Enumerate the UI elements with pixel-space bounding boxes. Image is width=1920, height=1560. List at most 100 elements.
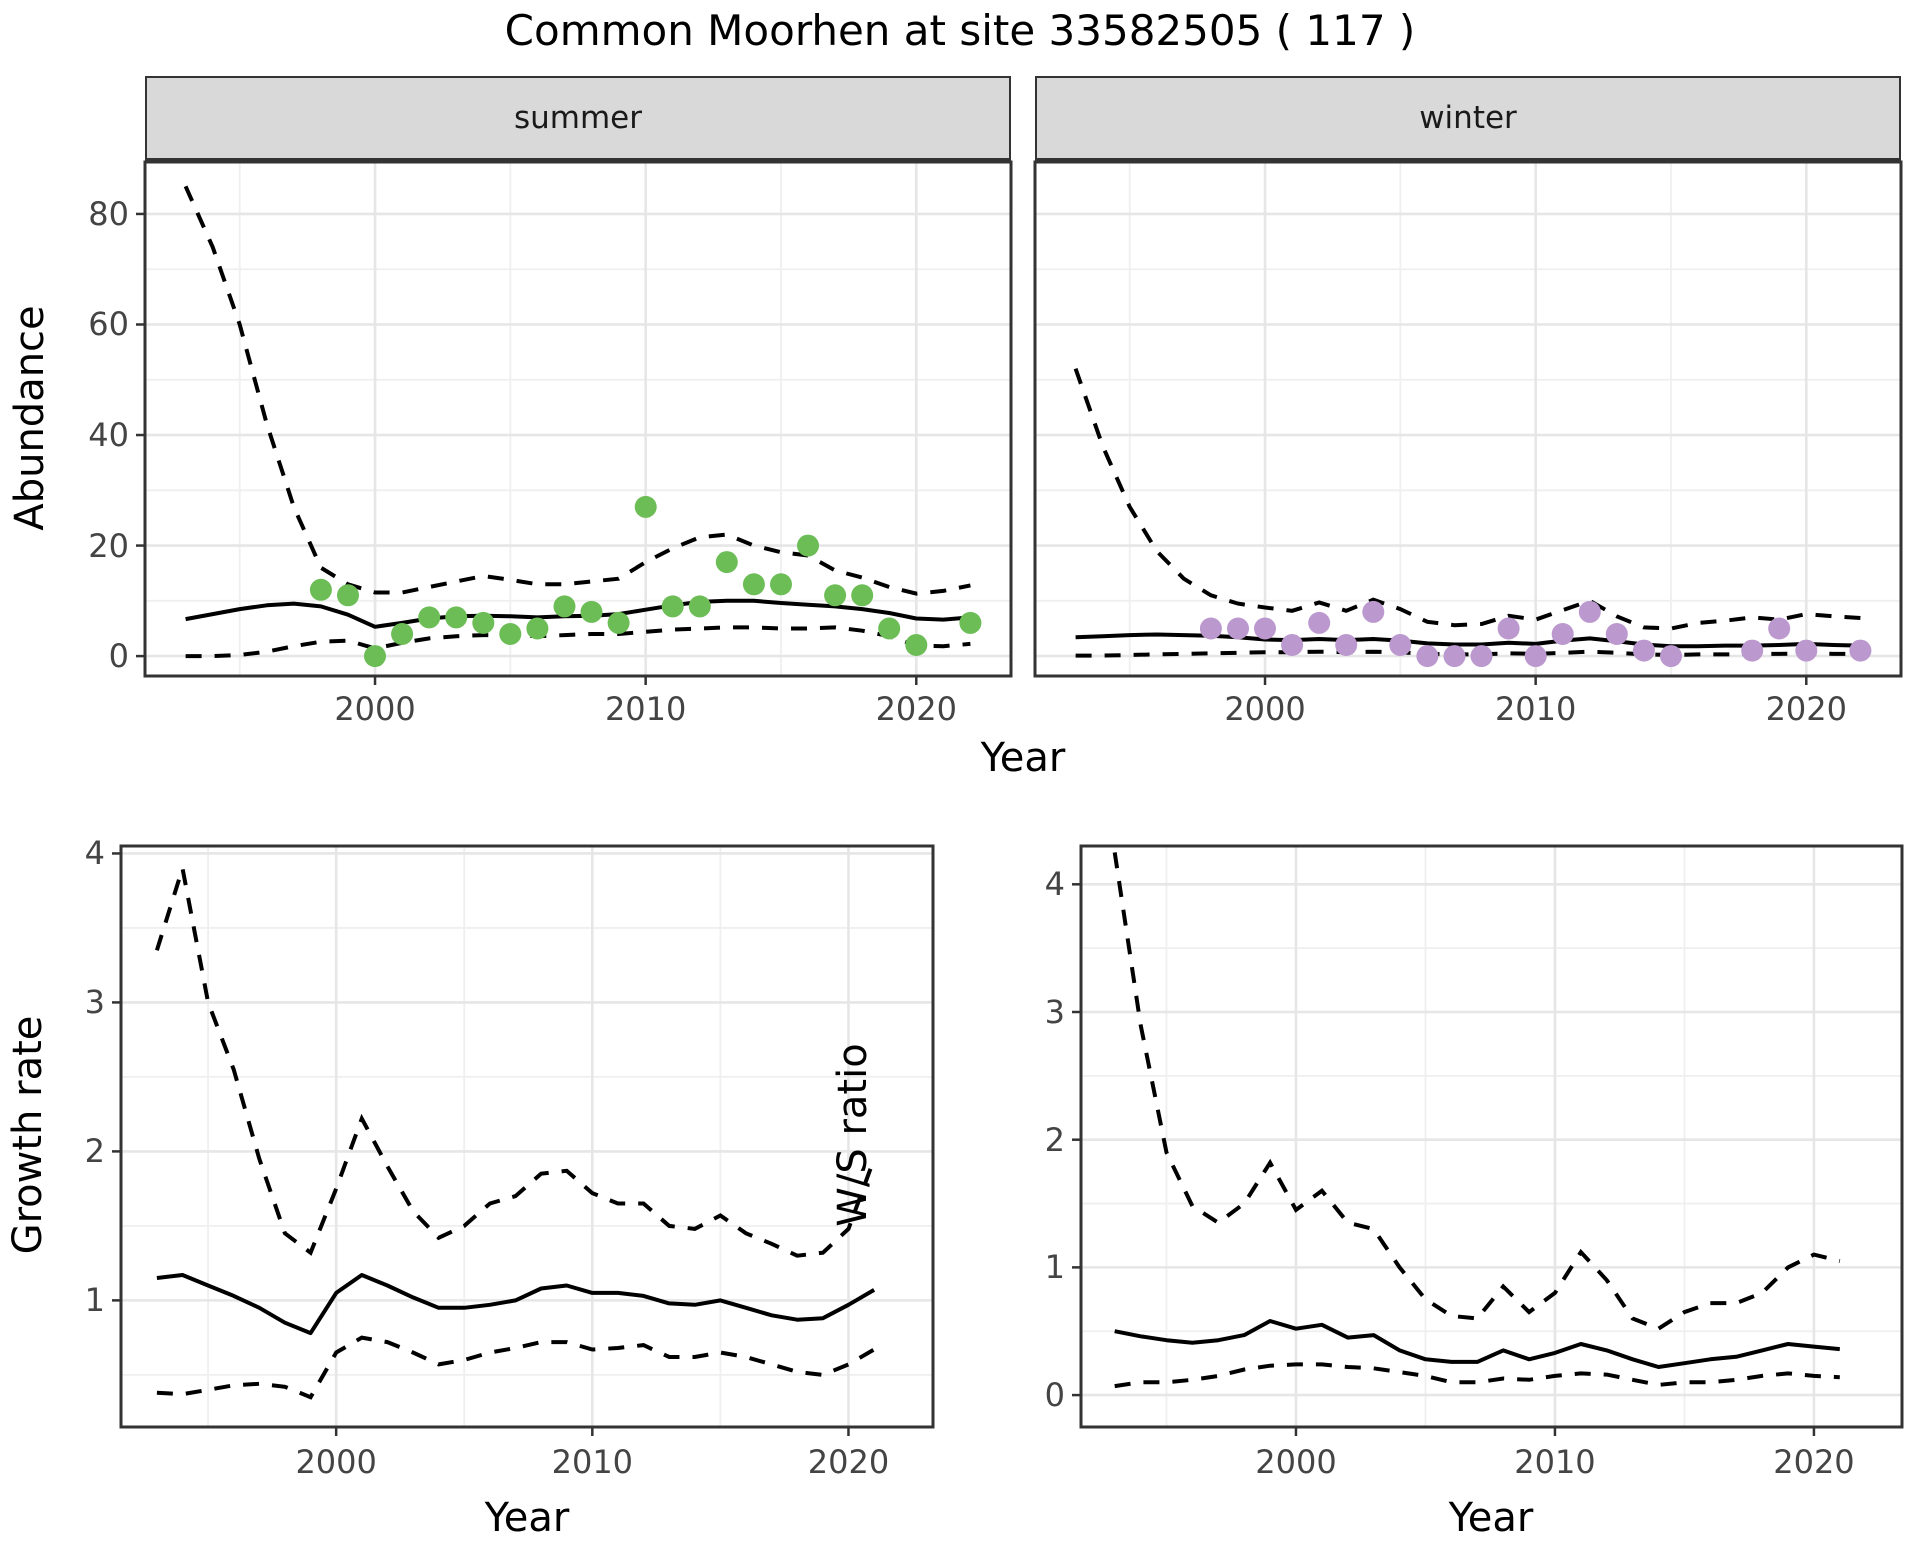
data-point xyxy=(1416,645,1439,668)
y-tick-label: 40 xyxy=(88,416,129,455)
data-point xyxy=(364,645,386,668)
y-tick-label: 2 xyxy=(1044,1120,1065,1159)
data-point xyxy=(1443,645,1466,668)
data-point xyxy=(824,584,847,607)
lower-ci-line xyxy=(156,1335,876,1400)
data-point xyxy=(1362,600,1385,623)
data-point xyxy=(1849,639,1872,662)
data-point xyxy=(1660,645,1682,668)
data-point xyxy=(1768,617,1791,640)
facet-strip-summer: summer xyxy=(145,76,1011,162)
facet-label-winter: winter xyxy=(1419,100,1517,136)
panel-border xyxy=(143,160,1013,678)
data-point xyxy=(607,611,630,634)
y-tick-label: 3 xyxy=(84,983,105,1022)
data-point xyxy=(445,606,468,629)
data-points xyxy=(1199,600,1872,668)
data-point xyxy=(797,534,819,557)
data-point xyxy=(418,606,441,629)
axis-ticks xyxy=(1263,676,1808,685)
x-tick-label: 2010 xyxy=(551,1443,634,1481)
x-tick-label: 2010 xyxy=(1514,1443,1596,1481)
lower-ci-line xyxy=(1114,1362,1840,1389)
data-point xyxy=(1578,600,1601,623)
winter-abundance-plot xyxy=(1033,160,1903,685)
data-point xyxy=(580,600,603,623)
x-tick-label: 2000 xyxy=(1224,690,1306,728)
y-tick-label: 0 xyxy=(108,637,129,676)
facet-strip-winter: winter xyxy=(1035,76,1901,162)
growth-rate-plot xyxy=(112,844,935,1436)
x-tick-label: 2000 xyxy=(1255,1443,1337,1481)
panel-background xyxy=(121,846,933,1427)
x-tick-label: 2010 xyxy=(1494,690,1577,728)
data-point xyxy=(391,623,414,645)
y-tick-label: 80 xyxy=(88,194,129,233)
data-point xyxy=(1254,617,1276,640)
data-point xyxy=(526,617,549,640)
x-tick-label: 2010 xyxy=(604,690,687,728)
x-tick-label: 2000 xyxy=(295,1443,377,1481)
data-point xyxy=(905,634,928,656)
y-tick-label: 4 xyxy=(84,834,105,873)
data-point xyxy=(851,584,874,607)
data-point xyxy=(1389,634,1412,656)
y-tick-label: 1 xyxy=(84,1281,105,1320)
data-point xyxy=(661,595,684,618)
upper-ci-line xyxy=(1073,368,1861,631)
data-point xyxy=(1470,645,1493,668)
data-point xyxy=(1632,639,1655,662)
data-points xyxy=(309,495,982,668)
data-point xyxy=(959,611,982,634)
x-tick-label: 2020 xyxy=(875,690,957,728)
y-tick-label: 4 xyxy=(1044,865,1065,904)
data-point xyxy=(1795,639,1818,662)
data-point xyxy=(688,595,711,618)
gridlines xyxy=(1035,162,1901,676)
panel-border xyxy=(119,844,935,1429)
panel-background xyxy=(1081,846,1902,1427)
y-tick-label: 3 xyxy=(1044,993,1065,1031)
x-axis-title-top: Year xyxy=(980,735,1066,781)
data-point xyxy=(499,623,522,645)
data-point xyxy=(472,611,495,634)
data-point xyxy=(742,573,765,596)
data-point xyxy=(1497,617,1520,640)
x-axis-title-growth-rate: Year xyxy=(484,1495,570,1541)
ws-ratio-plot xyxy=(1072,844,1904,1436)
upper-ci-line xyxy=(154,867,876,1258)
upper-ci-line xyxy=(1112,852,1841,1331)
panel-background xyxy=(1035,162,1901,676)
data-point xyxy=(1227,617,1249,640)
data-point xyxy=(337,584,359,607)
gridlines xyxy=(145,162,1011,676)
y-tick-label: 2 xyxy=(84,1132,105,1171)
axis-ticks xyxy=(136,212,918,685)
data-point xyxy=(1308,611,1331,634)
x-axis-title-ws-ratio: Year xyxy=(1448,1495,1534,1541)
x-tick-label: 2020 xyxy=(1765,690,1847,728)
mean-line xyxy=(185,598,971,629)
y-axis-title-ws-ratio: W/S ratio xyxy=(830,1043,876,1227)
data-point xyxy=(309,578,332,601)
y-tick-label: 1 xyxy=(1044,1248,1065,1287)
x-tick-label: 2020 xyxy=(807,1443,890,1481)
lower-ci-line xyxy=(1075,649,1861,658)
data-point xyxy=(715,551,738,574)
data-point xyxy=(1741,639,1764,662)
data-point xyxy=(1281,634,1304,656)
x-tick-label: 2020 xyxy=(1773,1443,1855,1481)
facet-label-summer: summer xyxy=(513,100,642,136)
y-tick-label: 20 xyxy=(88,526,129,565)
x-tick-label: 2000 xyxy=(334,690,416,728)
chart-title: Common Moorhen at site 33582505 ( 117 ) xyxy=(504,6,1416,55)
mean-line xyxy=(156,1273,876,1336)
axis-ticks xyxy=(112,852,850,1436)
axis-ticks xyxy=(1072,883,1816,1436)
data-point xyxy=(770,573,792,596)
gridlines xyxy=(1081,846,1902,1427)
mean-line xyxy=(1114,1319,1840,1369)
panel-border xyxy=(1033,160,1903,678)
summer-abundance-plot xyxy=(136,160,1013,685)
